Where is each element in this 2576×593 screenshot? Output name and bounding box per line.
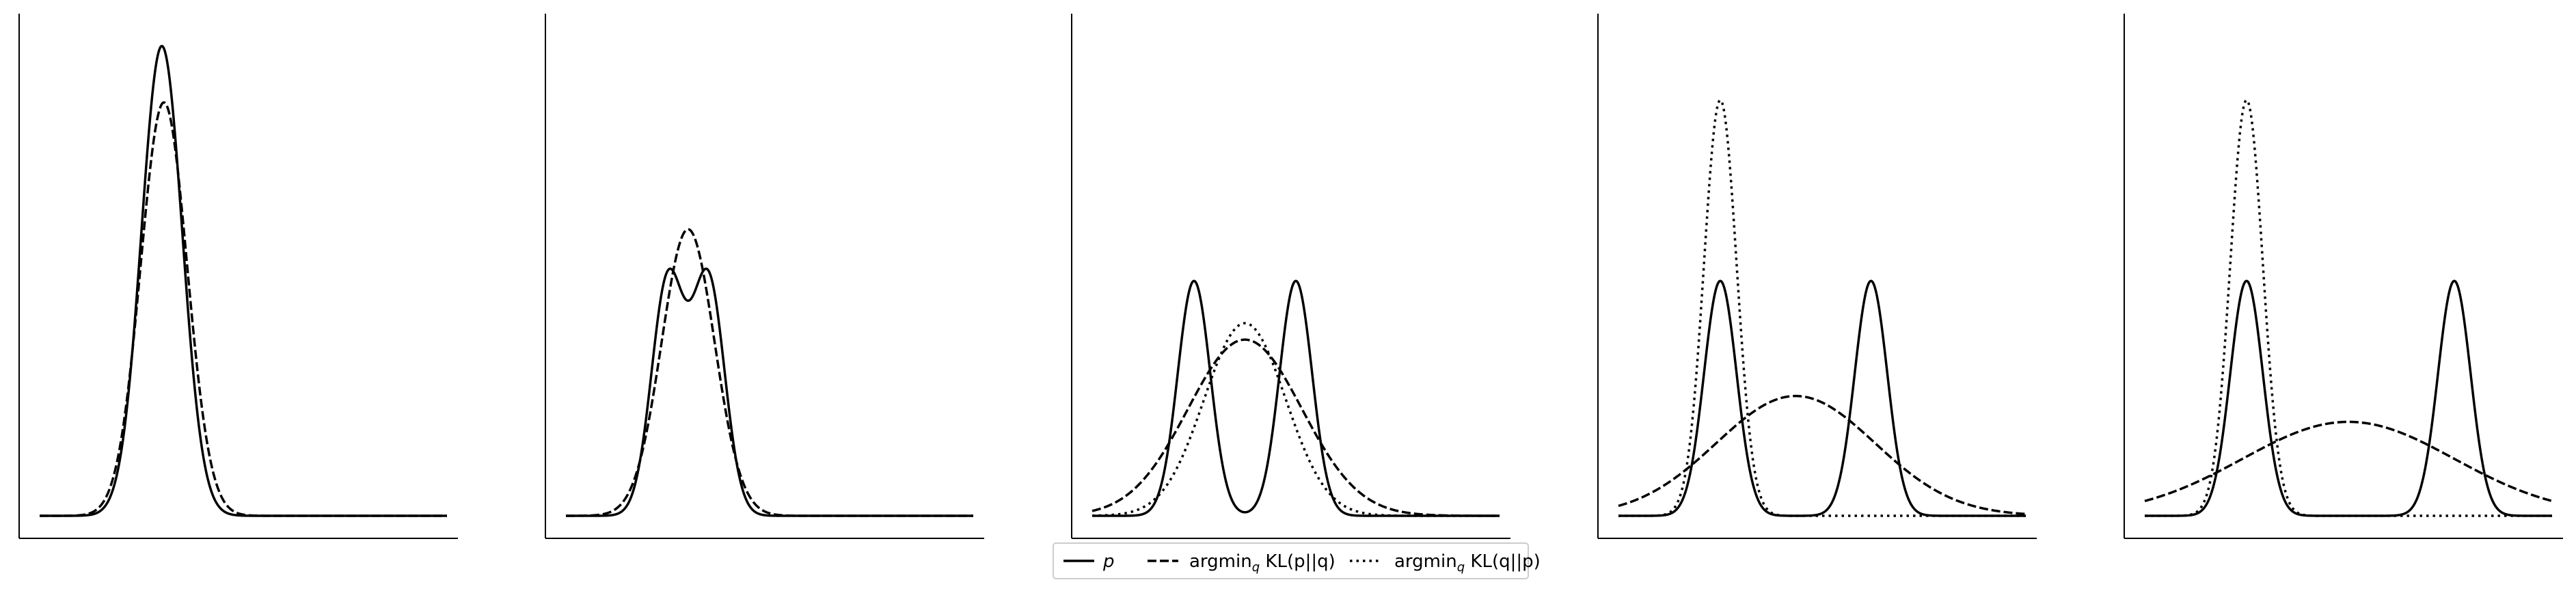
panel-4-series-reverse-kl xyxy=(1618,98,2026,517)
panel-1-series-forward-kl xyxy=(39,101,448,517)
panel-4 xyxy=(1597,14,2037,539)
panel-3-series-reverse-kl xyxy=(1092,322,1500,517)
panel-3-series-p xyxy=(1092,279,1500,517)
legend-label-reverse-kl-prefix: argmin xyxy=(1394,551,1457,572)
panel-2-series-forward-kl xyxy=(565,227,974,517)
panel-5-series-p xyxy=(2144,279,2553,517)
legend-label-forward-kl-subscript: q xyxy=(1252,560,1260,575)
panel-1 xyxy=(18,14,458,539)
panel-5-series-forward-kl xyxy=(2144,420,2553,503)
panel-3 xyxy=(1071,14,1510,539)
legend-label-forward-kl: argminq KL(p||q) xyxy=(1189,551,1336,575)
legend-label-reverse-kl-suffix: KL(q||p) xyxy=(1465,551,1541,572)
panel-2-series-p xyxy=(565,267,974,517)
panel-5 xyxy=(2124,14,2563,539)
legend-label-forward-kl-suffix: KL(p||q) xyxy=(1260,551,1336,572)
legend: p argminq KL(p||q) argminq KL(q||p) xyxy=(1053,542,1541,579)
legend-frame xyxy=(1053,542,1529,579)
legend-label-reverse-kl: argminq KL(q||p) xyxy=(1394,551,1541,575)
legend-label-reverse-kl-subscript: q xyxy=(1457,560,1465,575)
panel-1-series-p xyxy=(39,44,448,517)
panel-4-series-p xyxy=(1618,279,2026,517)
panel-4-series-forward-kl xyxy=(1618,394,2026,516)
legend-label-forward-kl-prefix: argmin xyxy=(1189,551,1252,572)
panel-3-series-forward-kl xyxy=(1092,338,1500,517)
panel-5-series-reverse-kl xyxy=(2144,98,2553,517)
panel-2 xyxy=(545,14,984,539)
legend-label-p: p xyxy=(1102,551,1115,572)
panels xyxy=(18,14,2563,539)
